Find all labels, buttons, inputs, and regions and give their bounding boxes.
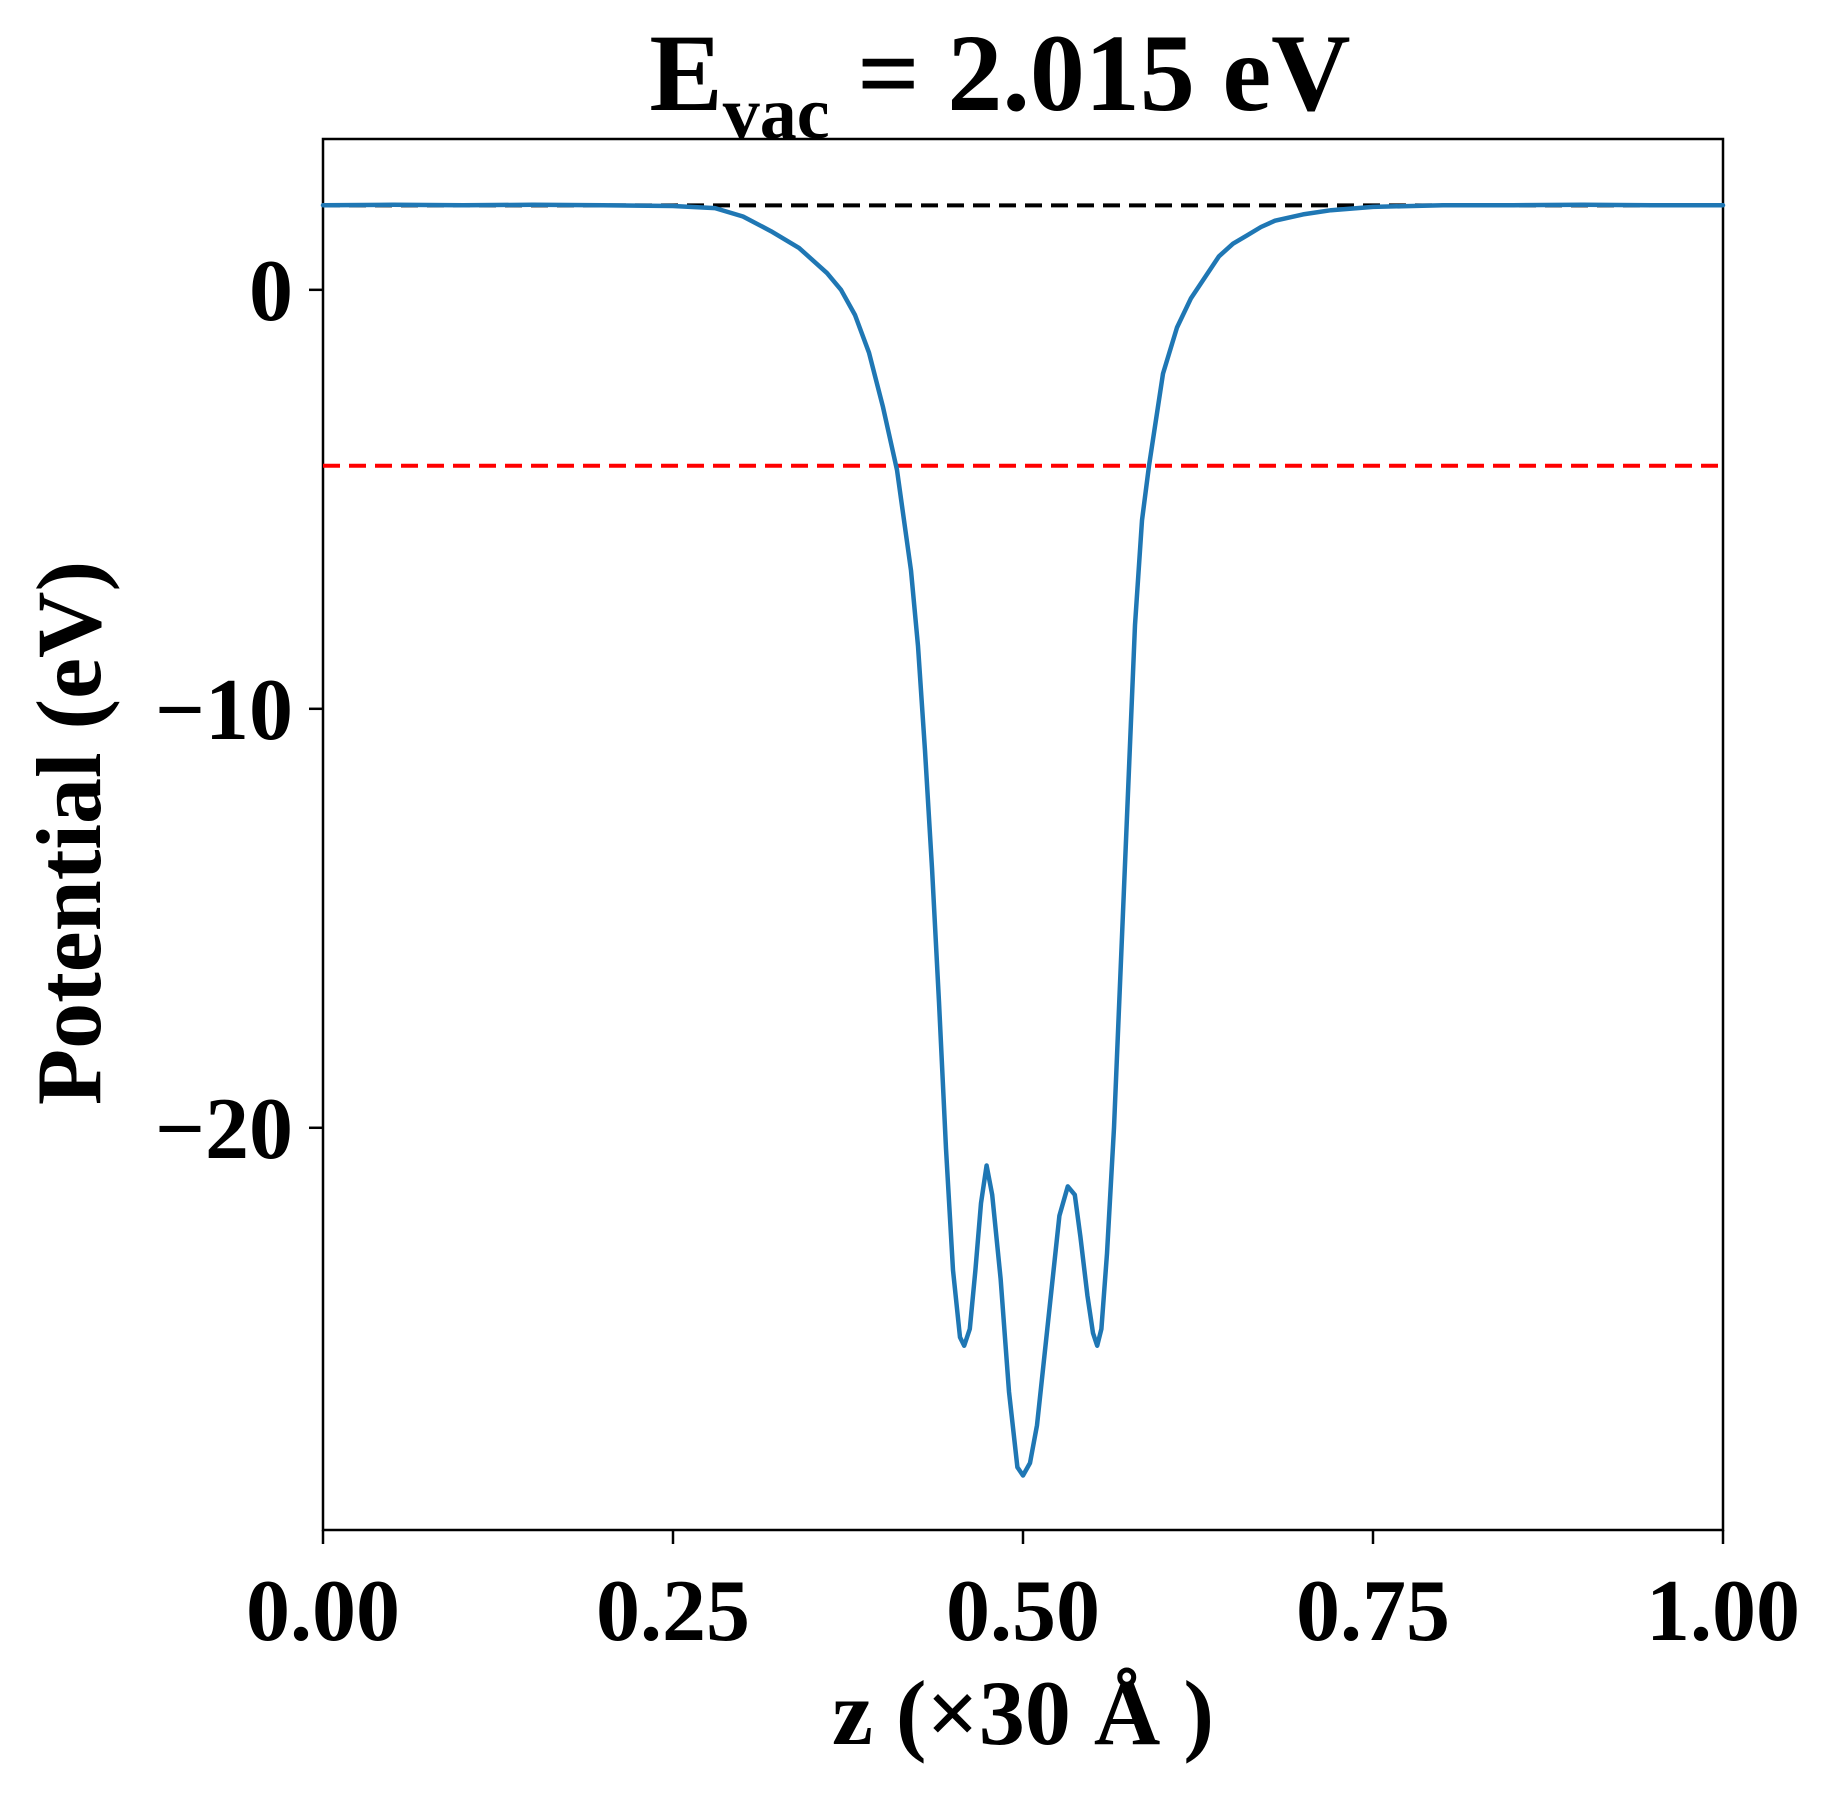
x-tick-label: 0.00 (246, 1563, 400, 1660)
x-tick-label: 1.00 (1646, 1563, 1800, 1660)
x-tick-label: 0.25 (596, 1563, 750, 1660)
series-line-0 (320, 202, 1726, 1478)
y-tick-label: −10 (155, 662, 293, 759)
x-axis-label: z (×30 Å ) (832, 1662, 1214, 1764)
y-tick-label: −20 (155, 1081, 293, 1178)
x-axis-ticks: 0.00 0.25 0.50 0.75 1.00 (246, 1530, 1800, 1660)
chart-title: Evac = 2.015 eV (649, 12, 1350, 155)
y-tick-label: 0 (249, 243, 293, 340)
plot-area-frame (321, 137, 1725, 1532)
x-tick-label: 0.50 (946, 1563, 1100, 1660)
x-tick-label: 0.75 (1296, 1563, 1450, 1660)
y-axis-ticks: 0 −10 −20 (155, 243, 323, 1178)
chart-title-main: E (649, 12, 722, 134)
chart-title-rest: = 2.015 eV (830, 12, 1351, 134)
reference-lines (323, 203, 1723, 468)
y-axis-label: Potential (eV) (18, 561, 120, 1105)
chart-title-subscript: vac (723, 73, 830, 155)
series-layer (320, 202, 1726, 1478)
